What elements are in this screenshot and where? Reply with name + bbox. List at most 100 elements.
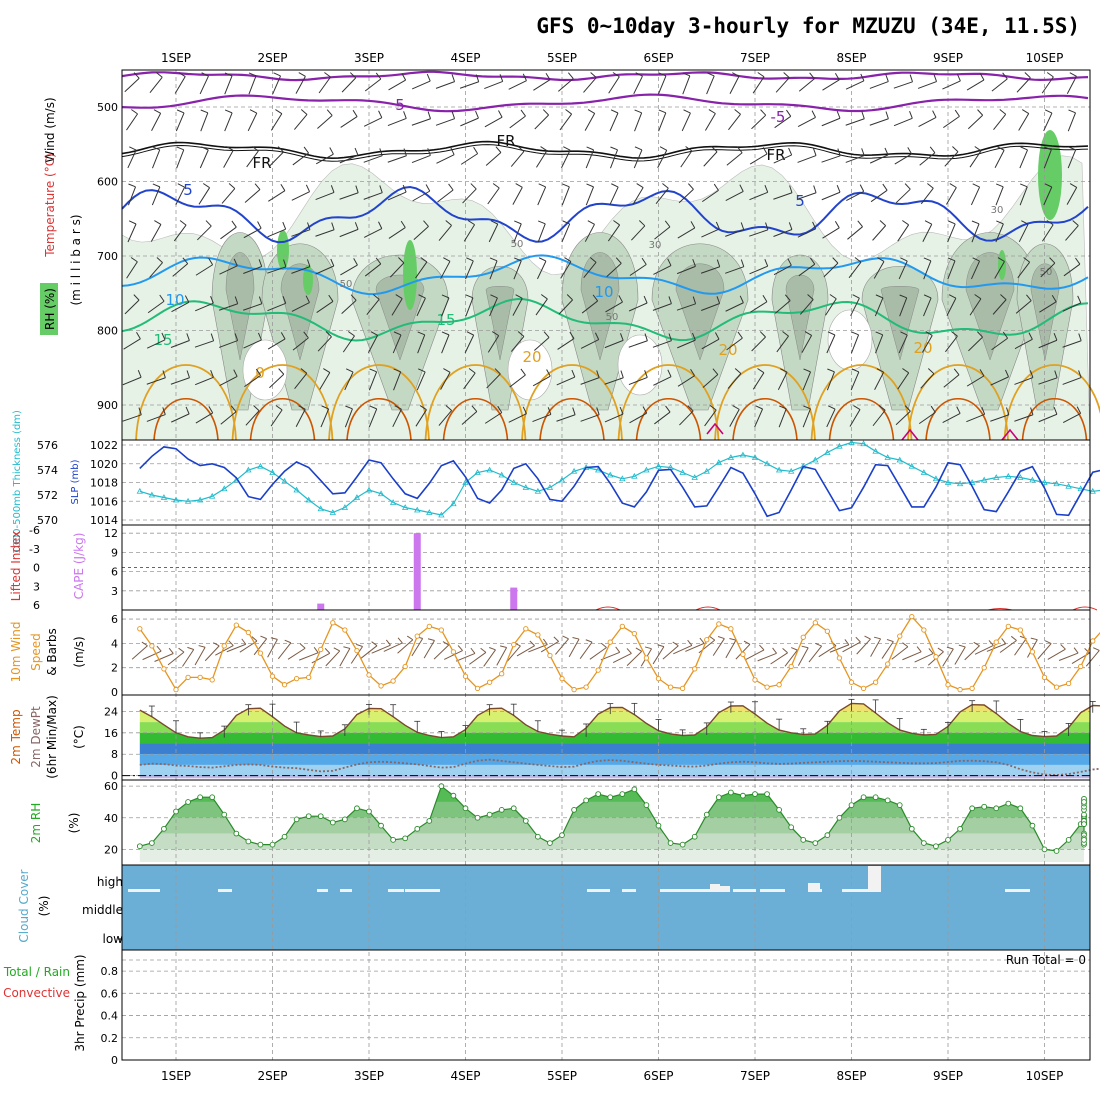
rh-point xyxy=(222,812,227,817)
date-label-bottom: 2SEP xyxy=(257,1069,287,1083)
rh2m-units: (%) xyxy=(67,813,81,834)
rh-point xyxy=(149,841,154,846)
date-label-top: 2SEP xyxy=(257,51,287,65)
rh-point xyxy=(379,823,384,828)
temp-band xyxy=(122,765,1090,776)
wind-speed-point xyxy=(572,687,576,691)
rh-point xyxy=(970,806,975,811)
slp-tick-label: 1022 xyxy=(90,439,118,452)
rh-point xyxy=(246,839,251,844)
rh-point xyxy=(137,844,142,849)
cloud-high-block xyxy=(720,886,730,892)
wind10-label-1: 10m Wind xyxy=(9,622,23,683)
rh-dry-pocket xyxy=(828,310,872,370)
wind-speed-point xyxy=(451,650,455,654)
rh-point xyxy=(1006,801,1011,806)
temp2m-label-1: 2m Temp xyxy=(9,709,23,764)
wind-speed-point xyxy=(873,680,877,684)
pressure-tick-label: 500 xyxy=(97,101,118,114)
cape-tick-label: 12 xyxy=(104,527,118,540)
wind-speed-point xyxy=(524,627,528,631)
wind-speed-point xyxy=(487,680,491,684)
rh-point xyxy=(909,826,914,831)
wind-speed-point xyxy=(282,683,286,687)
rh-point xyxy=(1054,849,1059,854)
rh-point xyxy=(391,837,396,842)
contour-label: 50 xyxy=(511,239,524,250)
wind-speed-point xyxy=(970,686,974,690)
rh-point xyxy=(873,795,878,800)
date-label-top: 4SEP xyxy=(450,51,480,65)
date-label-top: 3SEP xyxy=(354,51,384,65)
rh-point xyxy=(451,793,456,798)
slp-tick-label: 1014 xyxy=(90,514,118,527)
wind-speed-point xyxy=(608,640,612,644)
rh-point xyxy=(765,792,770,797)
pressure-tick-label: 800 xyxy=(97,325,118,338)
slp-tick-label: 1018 xyxy=(90,477,118,490)
run-total: Run Total = 0 xyxy=(1006,953,1086,967)
contour-label: FR xyxy=(766,146,785,164)
contour-label: 50 xyxy=(606,312,619,323)
cloud-high-segment xyxy=(218,889,232,892)
cloud-high-segment xyxy=(317,889,328,892)
cloud-high-block xyxy=(710,884,720,892)
rh-point xyxy=(174,809,179,814)
cloud-high-block xyxy=(868,866,881,892)
slp-tick-label: 1016 xyxy=(90,495,118,508)
wind-speed-point xyxy=(512,642,516,646)
wind-speed-point xyxy=(632,631,636,635)
contour-label: 50 xyxy=(340,279,353,290)
date-label-top: 10SEP xyxy=(1026,51,1064,65)
temp-tick-label: 24 xyxy=(104,705,118,718)
cloud-label: Cloud Cover xyxy=(17,869,31,942)
rh-point xyxy=(367,809,372,814)
panel-fills xyxy=(122,70,1090,1060)
rh-point xyxy=(644,803,649,808)
rh-point xyxy=(1082,837,1087,842)
rh-point xyxy=(270,842,275,847)
cape-bar xyxy=(317,604,324,610)
thickness-tick-label: 570 xyxy=(37,514,58,527)
rh-point xyxy=(716,795,721,800)
date-label-bottom: 3SEP xyxy=(354,1069,384,1083)
wind-speed-point xyxy=(174,687,178,691)
temp-tick-label: 8 xyxy=(111,748,118,761)
rh-point xyxy=(306,814,311,819)
wind-speed-point xyxy=(644,656,648,660)
cloud-high-segment xyxy=(405,889,440,892)
wind-speed-point xyxy=(813,621,817,625)
wind-speed-point xyxy=(1091,639,1095,643)
thickness-tick-label: 572 xyxy=(37,489,58,502)
temp-band xyxy=(122,744,1090,755)
cloud-high-block xyxy=(808,883,820,892)
wind-speed-point xyxy=(150,644,154,648)
rh-point xyxy=(330,820,335,825)
wind-speed-point xyxy=(680,686,684,690)
wind-speed-point xyxy=(596,668,600,672)
wind-speed-point xyxy=(138,627,142,631)
date-label-top: 8SEP xyxy=(836,51,866,65)
wind-speed-point xyxy=(379,684,383,688)
precip-label-total: Total / Rain xyxy=(3,965,70,979)
rh-point xyxy=(789,825,794,830)
wind-speed-point xyxy=(186,675,190,679)
precip-tick-label: 0.8 xyxy=(101,965,119,978)
wind-tick-label: 6 xyxy=(111,613,118,626)
wind-speed-point xyxy=(343,628,347,632)
rh-point xyxy=(487,812,492,817)
temp2m-label-2: 2m DewPt xyxy=(29,706,43,768)
contour-label: 5 xyxy=(183,181,193,199)
temp-band xyxy=(122,733,1090,744)
date-label-bottom: 4SEP xyxy=(450,1069,480,1083)
cloud-high-segment xyxy=(128,889,160,892)
rh-point xyxy=(741,793,746,798)
rh-point xyxy=(982,804,987,809)
rh-point xyxy=(849,803,854,808)
rh-point xyxy=(162,826,167,831)
cloud-level-middle: middle xyxy=(82,903,123,917)
wind-speed-point xyxy=(656,676,660,680)
wind-speed-point xyxy=(415,634,419,638)
precip-tick-label: 0.4 xyxy=(101,1010,119,1023)
